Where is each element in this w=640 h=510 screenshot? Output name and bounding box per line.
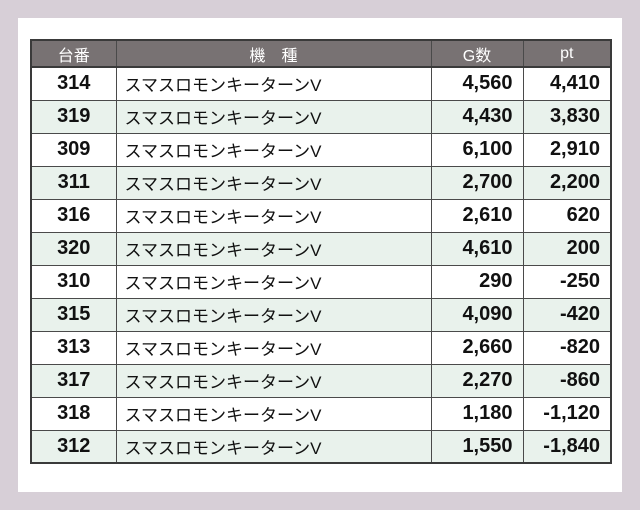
points-cell: 2,200 — [522, 165, 612, 200]
table-row: 316 スマスロモンキーターンV 2,610 620 — [30, 198, 612, 233]
table-row: 317 スマスロモンキーターンV 2,270 -860 — [30, 363, 612, 398]
game-count-cell: 4,560 — [430, 66, 524, 101]
game-count-cell: 1,180 — [430, 396, 524, 431]
points-cell: -420 — [522, 297, 612, 332]
machine-number-cell: 312 — [30, 429, 117, 464]
machine-model-cell: スマスロモンキーターンV — [115, 396, 432, 431]
machine-number-cell: 310 — [30, 264, 117, 299]
table-header: 台番 機 種 G数 pt — [30, 39, 612, 68]
machine-number-cell: 315 — [30, 297, 117, 332]
table-row: 313 スマスロモンキーターンV 2,660 -820 — [30, 330, 612, 365]
machine-model-cell: スマスロモンキーターンV — [115, 297, 432, 332]
table-body: 314 スマスロモンキーターンV 4,560 4,410 319 スマスロモンキーターンV… — [30, 66, 612, 464]
machine-results-table: 台番 機 種 G数 pt 314 スマスロモンキーターンV 4,560 4,410 31… — [30, 39, 612, 464]
machine-model-cell: スマスロモンキーターンV — [115, 231, 432, 266]
results-card: 台番 機 種 G数 pt 314 スマスロモンキーターンV 4,560 4,410 31… — [18, 18, 622, 492]
points-cell: 2,910 — [522, 132, 612, 167]
machine-number-cell: 316 — [30, 198, 117, 233]
table-row: 310 スマスロモンキーターンV 290 -250 — [30, 264, 612, 299]
machine-number-cell: 317 — [30, 363, 117, 398]
game-count-cell: 2,700 — [430, 165, 524, 200]
column-header-machine-number: 台番 — [30, 39, 117, 68]
machine-number-cell: 318 — [30, 396, 117, 431]
table-row: 320 スマスロモンキーターンV 4,610 200 — [30, 231, 612, 266]
machine-model-cell: スマスロモンキーターンV — [115, 99, 432, 134]
game-count-cell: 290 — [430, 264, 524, 299]
game-count-cell: 2,660 — [430, 330, 524, 365]
points-cell: -250 — [522, 264, 612, 299]
points-cell: -820 — [522, 330, 612, 365]
machine-model-cell: スマスロモンキーターンV — [115, 66, 432, 101]
machine-number-cell: 309 — [30, 132, 117, 167]
game-count-cell: 4,090 — [430, 297, 524, 332]
machine-model-cell: スマスロモンキーターンV — [115, 198, 432, 233]
machine-number-cell: 314 — [30, 66, 117, 101]
machine-number-cell: 319 — [30, 99, 117, 134]
game-count-cell: 2,610 — [430, 198, 524, 233]
machine-number-cell: 311 — [30, 165, 117, 200]
machine-model-cell: スマスロモンキーターンV — [115, 429, 432, 464]
game-count-cell: 1,550 — [430, 429, 524, 464]
table-row: 309 スマスロモンキーターンV 6,100 2,910 — [30, 132, 612, 167]
points-cell: 200 — [522, 231, 612, 266]
column-header-machine-model: 機 種 — [115, 39, 432, 68]
table-row: 319 スマスロモンキーターンV 4,430 3,830 — [30, 99, 612, 134]
game-count-cell: 2,270 — [430, 363, 524, 398]
points-cell: -1,840 — [522, 429, 612, 464]
points-cell: -1,120 — [522, 396, 612, 431]
machine-model-cell: スマスロモンキーターンV — [115, 264, 432, 299]
table-row: 318 スマスロモンキーターンV 1,180 -1,120 — [30, 396, 612, 431]
points-cell: 620 — [522, 198, 612, 233]
column-header-points: pt — [522, 39, 612, 68]
machine-number-cell: 313 — [30, 330, 117, 365]
table-row: 312 スマスロモンキーターンV 1,550 -1,840 — [30, 429, 612, 464]
game-count-cell: 4,610 — [430, 231, 524, 266]
points-cell: -860 — [522, 363, 612, 398]
machine-model-cell: スマスロモンキーターンV — [115, 330, 432, 365]
table-row: 314 スマスロモンキーターンV 4,560 4,410 — [30, 66, 612, 101]
machine-model-cell: スマスロモンキーターンV — [115, 132, 432, 167]
table-row: 311 スマスロモンキーターンV 2,700 2,200 — [30, 165, 612, 200]
machine-model-cell: スマスロモンキーターンV — [115, 363, 432, 398]
table-row: 315 スマスロモンキーターンV 4,090 -420 — [30, 297, 612, 332]
game-count-cell: 4,430 — [430, 99, 524, 134]
table-header-row: 台番 機 種 G数 pt — [30, 39, 612, 68]
points-cell: 4,410 — [522, 66, 612, 101]
column-header-game-count: G数 — [430, 39, 524, 68]
machine-model-cell: スマスロモンキーターンV — [115, 165, 432, 200]
machine-number-cell: 320 — [30, 231, 117, 266]
points-cell: 3,830 — [522, 99, 612, 134]
game-count-cell: 6,100 — [430, 132, 524, 167]
